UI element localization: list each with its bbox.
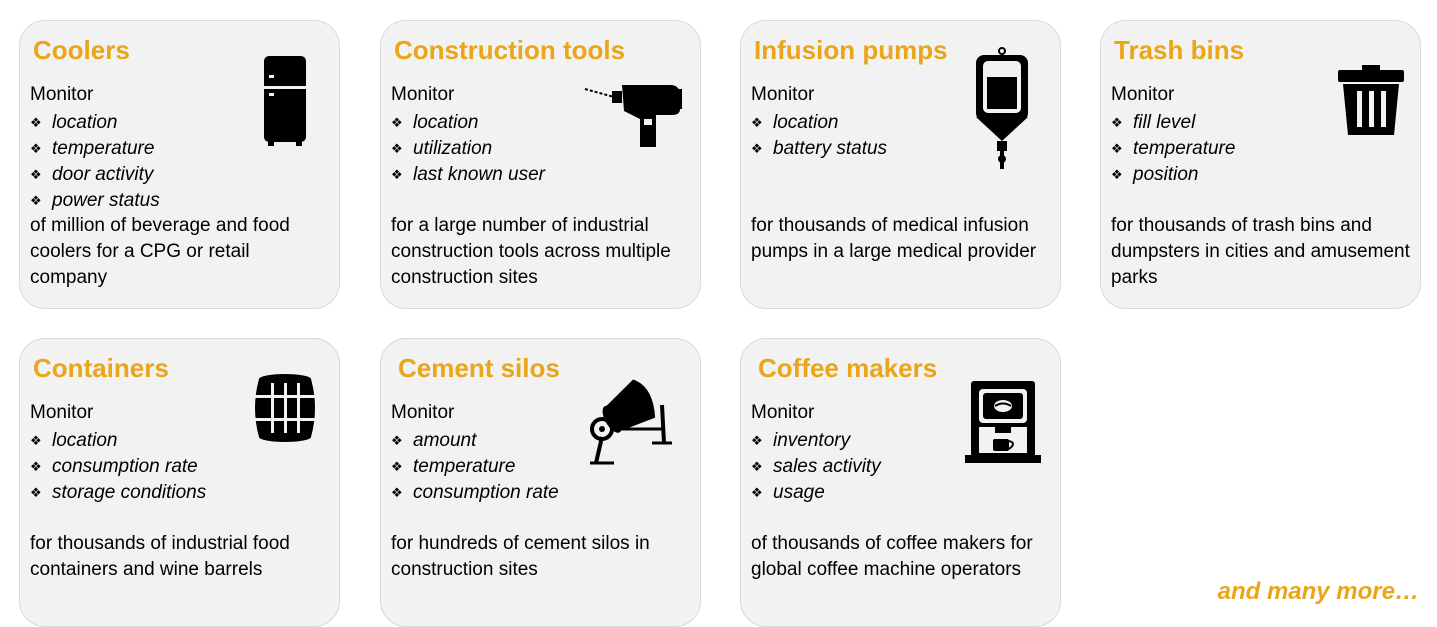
- bullet-icon: ❖: [751, 115, 763, 130]
- bullet-icon: ❖: [1111, 141, 1123, 156]
- card-title: Cement silos: [398, 353, 560, 383]
- bullet-icon: ❖: [751, 433, 763, 448]
- list-item: ❖ sales activity: [751, 454, 881, 480]
- card-title: Trash bins: [1114, 35, 1245, 65]
- list-item: ❖ temperature: [1111, 136, 1235, 162]
- card-title: Construction tools: [394, 35, 626, 65]
- monitor-list: ❖ location ❖ utilization ❖ last known user: [391, 110, 545, 188]
- card-description: for thousands of trash bins and dumpster…: [1111, 215, 1410, 288]
- bullet-icon: ❖: [391, 115, 403, 130]
- bullet-icon: ❖: [391, 459, 403, 474]
- monitor-list: ❖ location ❖ temperature ❖ door activity ❖ p…: [30, 110, 160, 214]
- list-item: ❖ location: [30, 110, 160, 136]
- bullet-icon: ❖: [30, 433, 42, 448]
- list-item: ❖ inventory: [751, 428, 881, 454]
- card-containers: Containers Monitor ❖ location ❖ consumptio…: [19, 338, 340, 627]
- card-description: for thousands of industrial food contain…: [30, 533, 290, 580]
- list-item: ❖ power status: [30, 188, 160, 214]
- card-coffee-makers: Coffee makers Monitor ❖ inventory ❖ sales …: [740, 338, 1061, 627]
- list-item: ❖ fill level: [1111, 110, 1235, 136]
- list-item: ❖ consumption rate: [30, 454, 206, 480]
- bullet-icon: ❖: [30, 141, 42, 156]
- bullet-icon: ❖: [30, 485, 42, 500]
- list-item: ❖ utilization: [391, 136, 545, 162]
- list-item: ❖ last known user: [391, 162, 545, 188]
- monitor-label: Monitor: [391, 402, 455, 423]
- bullet-icon: ❖: [30, 167, 42, 182]
- card-title: Containers: [33, 353, 169, 383]
- and-many-more-text: and many more…: [1217, 578, 1419, 605]
- monitor-label: Monitor: [751, 84, 815, 105]
- list-item: ❖ amount: [391, 428, 559, 454]
- list-item: ❖ door activity: [30, 162, 160, 188]
- card-construction-tools: Construction tools Monitor ❖ location ❖ ut…: [380, 20, 701, 309]
- monitor-label: Monitor: [391, 84, 455, 105]
- card-title: Infusion pumps: [754, 35, 948, 65]
- list-item: ❖ usage: [751, 480, 881, 506]
- bullet-icon: ❖: [30, 115, 42, 130]
- bullet-icon: ❖: [30, 459, 42, 474]
- monitor-list: ❖ location ❖ battery status: [751, 110, 887, 162]
- bullet-icon: ❖: [751, 141, 763, 156]
- list-item: ❖ storage conditions: [30, 480, 206, 506]
- bullet-icon: ❖: [1111, 115, 1123, 130]
- card-title: Coolers: [33, 35, 130, 65]
- iv-bag-icon: [976, 47, 1028, 169]
- bullet-icon: ❖: [391, 485, 403, 500]
- cement-mixer-icon: [590, 379, 672, 465]
- coffee-machine-icon: [965, 381, 1041, 463]
- list-item: ❖ battery status: [751, 136, 887, 162]
- card-description: for thousands of medical infusion pumps …: [751, 215, 1037, 262]
- bullet-icon: ❖: [391, 167, 403, 182]
- list-item: ❖ location: [751, 110, 887, 136]
- bullet-icon: ❖: [391, 141, 403, 156]
- monitor-label: Monitor: [1111, 84, 1175, 105]
- monitor-list: ❖ location ❖ consumption rate ❖ storage con…: [30, 428, 206, 506]
- bullet-icon: ❖: [751, 459, 763, 474]
- list-item: ❖ temperature: [30, 136, 160, 162]
- list-item: ❖ location: [391, 110, 545, 136]
- bullet-icon: ❖: [751, 485, 763, 500]
- list-item: ❖ location: [30, 428, 206, 454]
- list-item: ❖ temperature: [391, 454, 559, 480]
- barrel-icon: [254, 374, 316, 442]
- monitor-label: Monitor: [30, 84, 94, 105]
- card-trash-bins: Trash bins Monitor ❖ fill level ❖ temperat…: [1100, 20, 1421, 309]
- monitor-list: ❖ inventory ❖ sales activity ❖ usage: [751, 428, 881, 506]
- monitor-label: Monitor: [30, 402, 94, 423]
- card-cement-silos: Cement silos Monitor ❖ amount ❖ temperatur…: [380, 338, 701, 627]
- card-description: of million of beverage and food coolers …: [30, 215, 290, 288]
- list-item: ❖ position: [1111, 162, 1235, 188]
- card-title: Coffee makers: [758, 353, 938, 383]
- card-description: for a large number of industrial constru…: [391, 215, 671, 288]
- bullet-icon: ❖: [1111, 167, 1123, 182]
- card-coolers: Coolers Monitor ❖ location ❖ temperature ❖…: [19, 20, 340, 309]
- monitor-list: ❖ amount ❖ temperature ❖ consumption rate: [391, 428, 559, 506]
- monitor-list: ❖ fill level ❖ temperature ❖ position: [1111, 110, 1235, 188]
- list-item: ❖ consumption rate: [391, 480, 559, 506]
- card-description: of thousands of coffee makers for global…: [751, 533, 1033, 580]
- monitor-label: Monitor: [751, 402, 815, 423]
- refrigerator-icon: [264, 56, 306, 146]
- card-infusion-pumps: Infusion pumps Monitor ❖ location ❖ batter…: [740, 20, 1061, 309]
- bullet-icon: ❖: [391, 433, 403, 448]
- card-description: for hundreds of cement silos in construc…: [391, 533, 650, 580]
- trash-bin-icon: [1338, 65, 1404, 135]
- bullet-icon: ❖: [30, 193, 42, 208]
- drill-icon: [584, 85, 682, 147]
